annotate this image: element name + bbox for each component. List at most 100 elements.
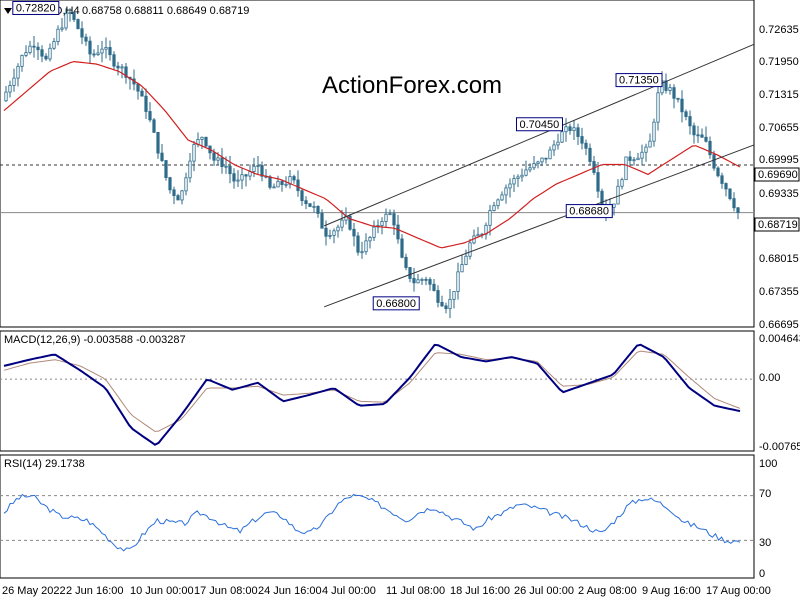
candle-body (612, 203, 616, 208)
candle-body (568, 126, 572, 132)
price-y-tick: 0.71950 (759, 56, 799, 68)
candle-body (528, 167, 532, 171)
x-tick: 10 Jun 00:00 (130, 585, 194, 597)
candle-body (96, 52, 100, 55)
macd-series-signal (3, 350, 741, 432)
candle-body (76, 19, 80, 30)
candle-body (60, 27, 64, 30)
collapse-triangle-icon[interactable] (4, 8, 12, 14)
channel-line-lower (324, 144, 755, 308)
rsi-y-tick: 70 (759, 488, 771, 500)
candle-body (532, 163, 536, 169)
candle-body (24, 52, 28, 56)
x-tick: 24 Jun 16:00 (258, 585, 322, 597)
candle-body (120, 66, 124, 69)
candle-body (140, 90, 144, 97)
candle-body (256, 165, 260, 167)
candle-body (696, 134, 700, 137)
candle-body (396, 224, 400, 240)
x-axis-ticks: 26 May 2022 2 Jun 16:00 10 Jun 00:00 17 … (2, 585, 771, 597)
candle-body (416, 279, 420, 284)
level-label-0.66800: 0.66800 (376, 298, 416, 310)
price-y-tick: 0.69335 (759, 188, 799, 200)
level-box (12, 0, 60, 15)
level-box (515, 117, 563, 132)
level-label-0.70450: 0.70450 (519, 119, 559, 131)
price-y-tick: 0.67355 (759, 286, 799, 298)
x-tick: 17 Jun 08:00 (194, 585, 258, 597)
candle-body (328, 234, 332, 237)
candle-body (620, 179, 624, 187)
candle-body (420, 278, 424, 281)
candle-body (56, 28, 60, 42)
candle-body (84, 36, 88, 42)
candle-body (188, 160, 192, 179)
x-tick: 18 Jul 16:00 (450, 585, 510, 597)
candle-body (452, 291, 456, 300)
candle-body (20, 54, 24, 67)
x-tick: 4 Jul 00:00 (322, 585, 376, 597)
candle-body (388, 213, 392, 216)
level-box (615, 73, 663, 88)
candle-body (220, 157, 224, 167)
candle-body (652, 121, 656, 142)
candle-body (692, 125, 696, 136)
candle-body (276, 180, 280, 188)
candle-body (340, 219, 344, 228)
candle-body (260, 165, 264, 177)
candle-body (356, 235, 360, 253)
candle-body (360, 251, 364, 254)
x-tick: 2 Jun 16:00 (66, 585, 124, 597)
candle-body (488, 210, 492, 226)
candle-body (728, 188, 732, 200)
candle-body (4, 91, 8, 102)
candle-body (204, 136, 208, 147)
macd-y-tick: 0.004643 (759, 333, 800, 345)
candle-body (736, 207, 740, 213)
candle-body (320, 213, 324, 229)
candle-body (12, 77, 16, 86)
candle-body (536, 161, 540, 164)
candle-body (164, 160, 168, 179)
candle-body (492, 205, 496, 211)
candle-body (16, 65, 20, 79)
rsi-panel (0, 454, 755, 579)
candle-body (500, 194, 504, 201)
candle-body (200, 136, 204, 140)
watermark: ActionForex.com (322, 72, 502, 99)
x-tick: 9 Aug 16:00 (642, 585, 701, 597)
candle-body (464, 255, 468, 265)
candle-body (624, 156, 628, 181)
macd-panel (0, 330, 755, 452)
rsi-marks (0, 493, 754, 552)
candle-body (236, 179, 240, 182)
candle-body (160, 152, 164, 161)
candle-body (180, 190, 184, 201)
candle-body (664, 80, 668, 91)
candle-body (44, 55, 48, 60)
candle-body (324, 227, 328, 237)
candle-body (432, 283, 436, 291)
level-tag-69690: 0.69690 (758, 169, 798, 181)
candle-body (92, 53, 96, 56)
candle-body (72, 12, 76, 20)
moving-average-line (3, 60, 741, 249)
candle-body (372, 226, 376, 238)
macd-series-macd (3, 343, 741, 446)
candle-body (636, 157, 640, 161)
candle-body (668, 87, 672, 91)
price-panel (0, 0, 755, 328)
x-tick: 17 Aug 00:00 (706, 585, 771, 597)
candle-body (704, 136, 708, 142)
x-tick: 2 Aug 08:00 (578, 585, 637, 597)
candle-body (100, 48, 104, 54)
candle-body (468, 242, 472, 257)
candle-body (88, 40, 92, 55)
candle-body (628, 156, 632, 161)
candle-body (732, 198, 736, 209)
price-y-ticks: 0.72635 0.71950 0.71315 0.70655 0.69995 … (759, 24, 799, 331)
candle-body (8, 85, 12, 93)
candle-body (496, 199, 500, 207)
candle-body (104, 47, 108, 50)
candle-body (408, 267, 412, 279)
